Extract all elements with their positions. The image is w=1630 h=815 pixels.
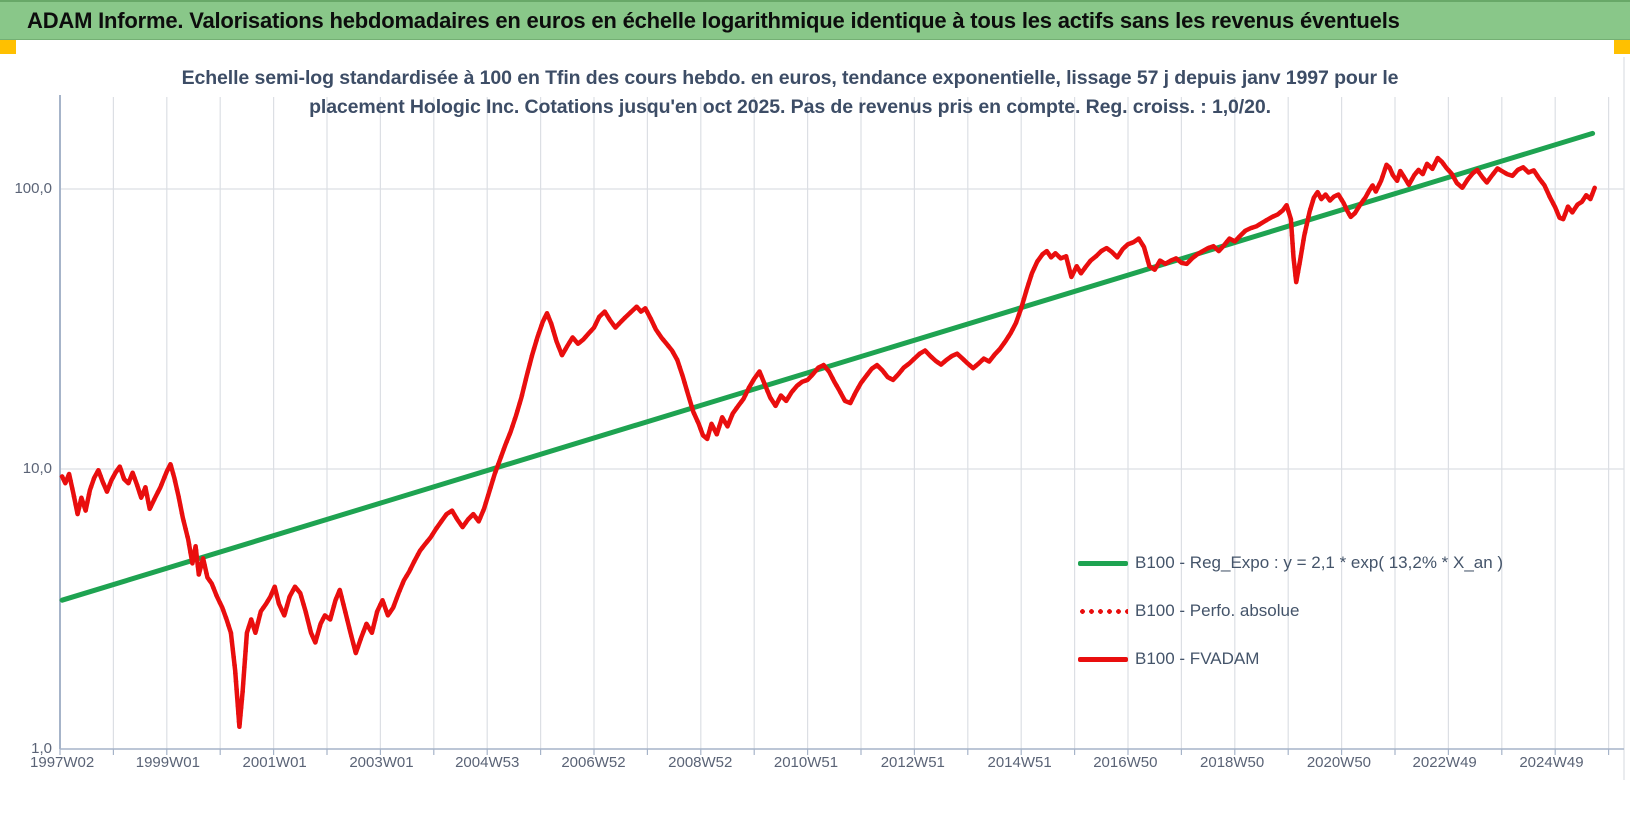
x-tick-label: 2014W51 <box>987 754 1052 771</box>
x-tick-label: 2004W53 <box>455 754 520 771</box>
x-tick-label: 2012W51 <box>880 754 945 771</box>
chart-title: Echelle semi-log standardisée à 100 en T… <box>60 64 1520 122</box>
x-tick-label: 2008W52 <box>668 754 733 771</box>
chart-title-line2: placement Hologic Inc. Cotations jusqu'e… <box>309 96 1271 118</box>
accent-square-left <box>0 40 16 54</box>
y-tick-label: 10,0 <box>22 460 52 477</box>
header-bar: ADAM Informe. Valorisations hebdomadaire… <box>0 0 1630 40</box>
x-tick-label: 1997W02 <box>30 754 95 771</box>
green-line-swatch-icon <box>1078 560 1128 566</box>
red-line-swatch-icon <box>1078 656 1128 662</box>
y-tick-label: 1,0 <box>31 740 52 757</box>
legend-item-fvadam[interactable]: B100 - FVADAM <box>1078 635 1503 683</box>
x-tick-label: 1999W01 <box>135 754 200 771</box>
chart-title-line1: Echelle semi-log standardisée à 100 en T… <box>181 67 1399 89</box>
legend-label: B100 - FVADAM <box>1135 649 1260 668</box>
red-dotted-line-swatch-icon <box>1078 608 1128 614</box>
accent-square-right <box>1614 40 1630 54</box>
series-line-2 <box>59 155 1597 730</box>
x-tick-label: 2016W50 <box>1093 754 1158 771</box>
y-tick-label: 100,0 <box>14 180 52 197</box>
x-tick-label: 2001W01 <box>242 754 307 771</box>
x-tick-label: 2020W50 <box>1306 754 1372 771</box>
x-tick-label: 2024W49 <box>1519 754 1584 771</box>
chart-legend: B100 - Reg_Expo : y = 2,1 * exp( 13,2% *… <box>1078 539 1503 683</box>
x-tick-label: 2003W01 <box>349 754 414 771</box>
legend-item-perfo-absolue[interactable]: B100 - Perfo. absolue <box>1078 587 1503 635</box>
x-tick-label: 2022W49 <box>1412 754 1477 771</box>
legend-label: B100 - Perfo. absolue <box>1135 601 1300 620</box>
legend-label: B100 - Reg_Expo : y = 2,1 * exp( 13,2% *… <box>1135 553 1504 572</box>
x-tick-label: 2006W52 <box>561 754 626 771</box>
x-tick-label: 2018W50 <box>1200 754 1265 771</box>
x-tick-label: 2010W51 <box>773 754 839 771</box>
legend-item-reg-expo[interactable]: B100 - Reg_Expo : y = 2,1 * exp( 13,2% *… <box>1078 539 1503 587</box>
header-title: ADAM Informe. Valorisations hebdomadaire… <box>27 8 1400 33</box>
